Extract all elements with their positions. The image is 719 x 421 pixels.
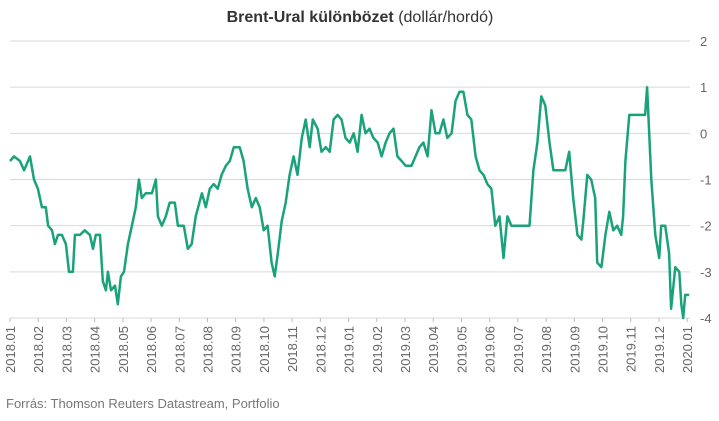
data-line	[9, 85, 690, 320]
x-tick-label: 2019.07	[511, 326, 526, 373]
x-tick-label: 2018.08	[201, 326, 216, 373]
x-tick-label: 2018.05	[116, 326, 131, 373]
x-tick-label: 2018.02	[31, 326, 46, 373]
chart-title: Brent-Ural különbözet (dollár/hordó)	[227, 9, 494, 26]
x-tick-label: 2019.10	[596, 326, 611, 373]
x-tick-label: 2018.11	[285, 326, 300, 372]
x-tick-label: 2018.03	[59, 326, 74, 373]
y-tick-label: 0	[700, 126, 707, 141]
x-tick-label: 2019.01	[342, 326, 357, 373]
x-tick-label: 2018.01	[3, 326, 18, 373]
x-tick-label: 2018.04	[88, 326, 103, 373]
y-tick-label: 2	[700, 34, 707, 49]
x-tick-label: 2018.06	[144, 326, 159, 373]
x-tick-label: 2019.09	[567, 326, 582, 373]
x-tick-label: 2019.05	[454, 326, 469, 373]
y-tick-label: 1	[700, 80, 707, 95]
y-tick-label: -3	[700, 265, 712, 280]
x-tick-label: 2018.09	[229, 326, 244, 373]
x-tick-label: 2018.10	[257, 326, 272, 373]
x-tick-label: 2018.12	[313, 326, 328, 373]
y-tick-label: -1	[700, 173, 712, 188]
title-unit: (dollár/hordó)	[398, 9, 493, 26]
title-main: Brent-Ural különbözet	[227, 9, 395, 26]
x-tick-label: 2019.02	[370, 326, 385, 373]
x-tick-label: 2019.12	[652, 326, 667, 373]
x-tick-label: 2019.06	[483, 326, 498, 373]
x-tick-label: 2020.01	[680, 326, 695, 373]
source-note: Forrás: Thomson Reuters Datastream, Port…	[6, 396, 280, 411]
x-tick-label: 2019.03	[398, 326, 413, 373]
x-tick-label: 2019.11	[624, 326, 639, 372]
y-tick-label: -4	[700, 311, 712, 326]
y-tick-label: -2	[700, 219, 712, 234]
x-tick-label: 2018.07	[172, 326, 187, 373]
x-tick-label: 2019.08	[539, 326, 554, 373]
x-tick-label: 2019.04	[426, 326, 441, 373]
